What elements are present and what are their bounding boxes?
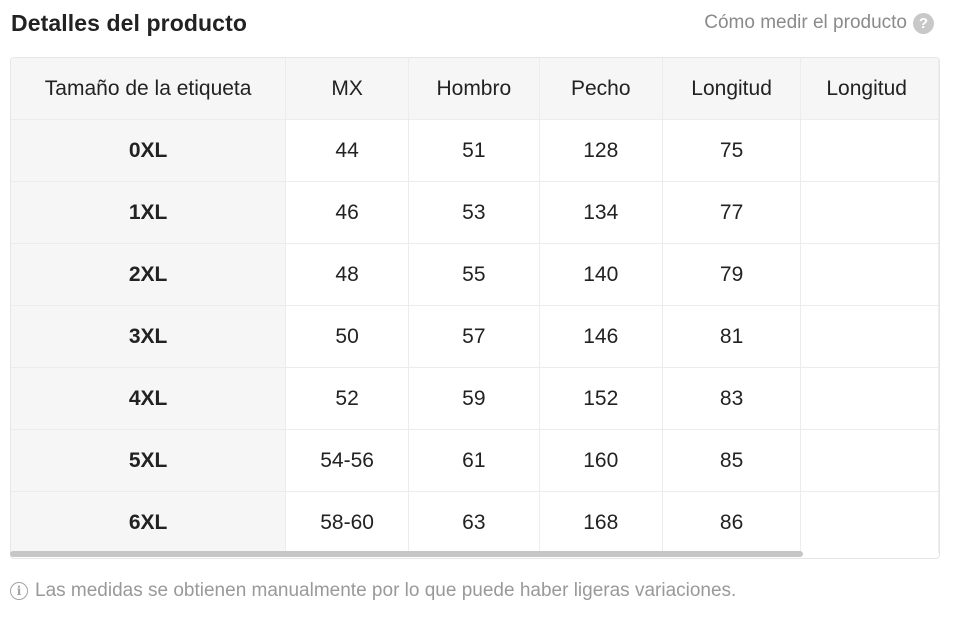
table-cell: 86: [662, 491, 802, 553]
table-cell: 48: [285, 243, 409, 306]
measurement-note: i Las medidas se obtienen manualmente po…: [10, 580, 736, 602]
table-row: 5XL 54-56 61 160 85: [11, 429, 939, 492]
page-title: Detalles del producto: [11, 10, 247, 36]
table-cell: 81: [662, 305, 802, 368]
table-cell: 50: [285, 305, 409, 368]
table-cell: 134: [539, 181, 663, 244]
table-cell: [800, 491, 939, 553]
table-cell: [800, 305, 939, 368]
column-header-label-size: Tamaño de la etiqueta: [11, 58, 287, 120]
table-cell: 54-56: [285, 429, 409, 492]
table-cell: 59: [408, 367, 540, 430]
size-table-container[interactable]: Tamaño de la etiqueta MX Hombro Pecho Lo…: [10, 57, 940, 559]
size-cell: 2XL: [11, 243, 287, 306]
table-cell: 46: [285, 181, 409, 244]
size-cell: 5XL: [11, 429, 287, 492]
table-row: 6XL 58-60 63 168 86: [11, 491, 939, 553]
size-cell: 6XL: [11, 491, 287, 553]
table-cell: [800, 367, 939, 430]
column-header-shoulder: Hombro: [408, 58, 540, 120]
help-icon[interactable]: ?: [913, 12, 934, 34]
table-cell: [800, 243, 939, 306]
table-cell: 168: [539, 491, 663, 553]
table-cell: 79: [662, 243, 802, 306]
table-cell: 61: [408, 429, 540, 492]
table-cell: 44: [285, 119, 409, 182]
header: Detalles del producto Cómo medir el prod…: [0, 0, 940, 48]
column-header-length: Longitud: [662, 58, 802, 120]
size-cell: 4XL: [11, 367, 287, 430]
table-row: 2XL 48 55 140 79: [11, 243, 939, 306]
size-table: Tamaño de la etiqueta MX Hombro Pecho Lo…: [11, 58, 939, 553]
table-cell: 160: [539, 429, 663, 492]
table-cell: 53: [408, 181, 540, 244]
table-cell: 58-60: [285, 491, 409, 553]
table-cell: 128: [539, 119, 663, 182]
column-header-mx: MX: [285, 58, 409, 120]
table-cell: [800, 181, 939, 244]
info-icon: i: [10, 582, 28, 600]
size-cell: 3XL: [11, 305, 287, 368]
table-cell: 75: [662, 119, 802, 182]
table-cell: [800, 119, 939, 182]
table-cell: 85: [662, 429, 802, 492]
table-cell: 57: [408, 305, 540, 368]
size-cell: 1XL: [11, 181, 287, 244]
table-cell: 63: [408, 491, 540, 553]
table-row: 3XL 50 57 146 81: [11, 305, 939, 368]
table-cell: 152: [539, 367, 663, 430]
table-row: 0XL 44 51 128 75: [11, 119, 939, 182]
measurement-note-text: Las medidas se obtienen manualmente por …: [35, 580, 737, 601]
how-to-measure-label: Cómo medir el producto: [704, 12, 907, 33]
table-cell: 51: [408, 119, 540, 182]
column-header-chest: Pecho: [539, 58, 663, 120]
table-row: 1XL 46 53 134 77: [11, 181, 939, 244]
table-cell: 52: [285, 367, 409, 430]
table-header-row: Tamaño de la etiqueta MX Hombro Pecho Lo…: [11, 58, 939, 120]
column-header-length-2: Longitud: [800, 58, 939, 120]
table-row: 4XL 52 59 152 83: [11, 367, 939, 430]
table-cell: 83: [662, 367, 802, 430]
table-cell: [800, 429, 939, 492]
table-cell: 140: [539, 243, 663, 306]
table-cell: 146: [539, 305, 663, 368]
horizontal-scrollbar[interactable]: [10, 551, 803, 557]
how-to-measure-link[interactable]: Cómo medir el producto ?: [704, 12, 934, 34]
table-cell: 55: [408, 243, 540, 306]
size-cell: 0XL: [11, 119, 287, 182]
table-cell: 77: [662, 181, 802, 244]
